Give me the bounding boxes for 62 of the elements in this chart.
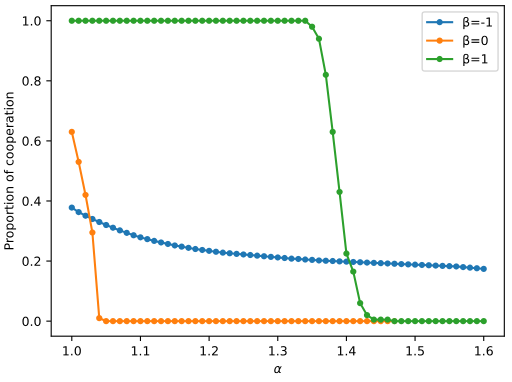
legend-label: β=0	[463, 35, 488, 48]
point	[206, 318, 212, 324]
point	[288, 318, 295, 324]
point	[68, 128, 75, 136]
x-tick-label: 1.5	[406, 346, 424, 356]
point	[260, 318, 268, 324]
point	[282, 318, 288, 324]
legend-label: β=1	[463, 54, 488, 66]
y-tick-label: 0.8	[22, 76, 41, 86]
point	[172, 318, 178, 324]
point	[89, 229, 96, 236]
point	[185, 318, 192, 324]
point	[240, 318, 247, 324]
y-tick-label: 0.4	[22, 196, 41, 206]
x-tick-label: 1.4	[338, 346, 356, 356]
y-tick-label: 0.2	[22, 256, 40, 266]
point	[274, 318, 281, 324]
point	[226, 318, 233, 324]
point	[316, 318, 322, 324]
point	[158, 318, 164, 324]
point	[103, 318, 110, 324]
point	[164, 318, 172, 324]
point	[82, 192, 89, 198]
point	[364, 318, 370, 324]
x-tick-label: 1.0	[63, 346, 81, 356]
point	[144, 318, 150, 324]
point	[116, 318, 123, 324]
point	[308, 318, 316, 324]
point	[199, 318, 206, 324]
x-tick-label: 1.1	[132, 346, 150, 356]
x-tick-label: 1.2	[200, 346, 218, 356]
y-tick-label: 0.6	[22, 136, 41, 146]
point	[130, 318, 137, 324]
point	[302, 318, 308, 324]
point	[247, 318, 254, 324]
point	[212, 318, 220, 324]
point	[350, 318, 356, 324]
point	[76, 158, 82, 166]
point	[220, 318, 226, 324]
point	[192, 318, 198, 324]
point	[178, 318, 185, 324]
point	[295, 318, 302, 324]
point	[110, 318, 116, 324]
point	[330, 318, 336, 324]
point	[357, 318, 364, 324]
point	[124, 318, 130, 324]
y-axis-title: Proportion of cooperation	[4, 92, 16, 250]
point	[137, 318, 144, 324]
y-tick-label: 1.0	[22, 16, 41, 26]
point	[268, 318, 274, 324]
point	[96, 315, 102, 322]
x-axis-title: α	[274, 366, 282, 374]
point	[343, 318, 350, 324]
y-tick-label: 0.0	[22, 316, 41, 326]
point	[322, 318, 329, 324]
x-tick-label: 1.3	[269, 346, 287, 356]
point	[254, 318, 260, 324]
point	[336, 318, 343, 324]
point	[151, 318, 158, 324]
x-tick-label: 1.6	[475, 346, 493, 356]
point	[233, 318, 240, 324]
legend-label: β=-1	[463, 16, 492, 30]
